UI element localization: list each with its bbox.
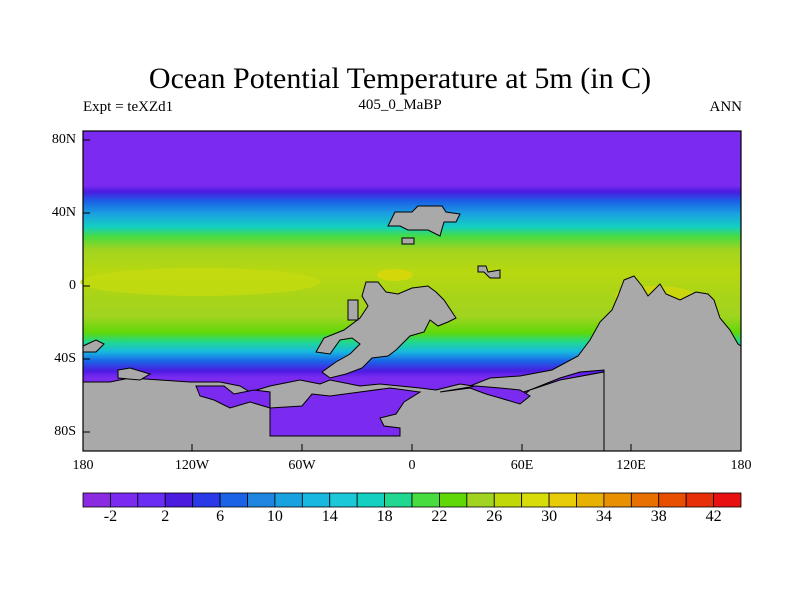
lon-label-60e: 60E bbox=[510, 458, 534, 473]
colorbar-swatch bbox=[548, 492, 577, 508]
colorbar-swatch bbox=[685, 492, 714, 508]
colorbar-swatch bbox=[274, 492, 303, 508]
lat-label-40n: 40N bbox=[51, 205, 76, 220]
lon-label-120w: 120W bbox=[174, 458, 210, 473]
colorbar-label: 26 bbox=[486, 508, 503, 525]
colorbar-swatch bbox=[164, 492, 194, 508]
lon-label-0: 0 bbox=[408, 458, 416, 473]
colorbar-swatch bbox=[329, 492, 358, 508]
land-north-small bbox=[387, 205, 461, 237]
map-ticks bbox=[83, 139, 632, 451]
colorbar-swatch bbox=[576, 492, 605, 508]
lat-label-80s: 80S bbox=[54, 424, 76, 439]
colorbar-swatch bbox=[110, 492, 139, 508]
land-south-notch bbox=[117, 367, 152, 381]
colorbar-swatch bbox=[466, 492, 495, 508]
lon-label-60w: 60W bbox=[288, 458, 316, 473]
lon-label-180e: 180 bbox=[730, 458, 752, 473]
map-title: Ocean Potential Temperature at 5m (in C) bbox=[148, 62, 652, 95]
colorbar-swatch bbox=[658, 492, 687, 508]
land-north-bit bbox=[401, 237, 415, 245]
lat-label-80n: 80N bbox=[51, 132, 76, 147]
colorbar-swatch bbox=[713, 492, 742, 508]
colorbar-label: 30 bbox=[541, 508, 558, 525]
land-small-west bbox=[347, 299, 359, 321]
colorbar-label: 42 bbox=[705, 508, 722, 525]
colorbar-swatch bbox=[192, 492, 221, 508]
colorbar-label: 2 bbox=[161, 508, 170, 525]
land-islands bbox=[477, 265, 501, 279]
colorbar-swatch bbox=[384, 492, 413, 508]
colorbar-swatch bbox=[247, 492, 276, 508]
time-label: 405_0_MaBP bbox=[358, 97, 442, 113]
colorbar-swatch bbox=[219, 492, 248, 508]
land-east bbox=[469, 275, 742, 452]
colorbar-label: 18 bbox=[376, 508, 393, 525]
colorbar-label: 34 bbox=[595, 508, 612, 525]
season-label: ANN bbox=[709, 99, 743, 115]
colorbar-swatch bbox=[521, 492, 550, 508]
warm-spot bbox=[377, 269, 413, 281]
colorbar-label: -2 bbox=[103, 508, 118, 525]
cold-pocket-mid bbox=[439, 385, 531, 405]
colorbar-label: 6 bbox=[216, 508, 225, 525]
colorbar-label: 22 bbox=[431, 508, 448, 525]
lat-label-40s: 40S bbox=[54, 351, 76, 366]
lon-label-180w: 180 bbox=[72, 458, 94, 473]
colorbar-label: 14 bbox=[321, 508, 338, 525]
cold-pocket-left bbox=[195, 385, 422, 437]
experiment-label: Expt = teXZd1 bbox=[83, 99, 174, 115]
colorbar-swatch bbox=[439, 492, 468, 508]
colorbar-swatch bbox=[603, 492, 632, 508]
colorbar-label: 10 bbox=[266, 508, 283, 525]
colorbar-swatch bbox=[82, 492, 111, 508]
colorbar-swatch bbox=[356, 492, 385, 508]
colorbar-swatch bbox=[411, 492, 440, 508]
lon-label-120e: 120E bbox=[616, 458, 646, 473]
colorbar-swatch bbox=[493, 492, 523, 508]
colorbar-swatch bbox=[137, 492, 166, 508]
colorbar-swatch bbox=[301, 492, 331, 508]
lat-label-0: 0 bbox=[69, 278, 76, 293]
colorbar-label: 38 bbox=[650, 508, 667, 525]
land-central bbox=[315, 281, 457, 379]
equatorial-band bbox=[80, 268, 320, 296]
colorbar-swatch bbox=[630, 492, 660, 508]
